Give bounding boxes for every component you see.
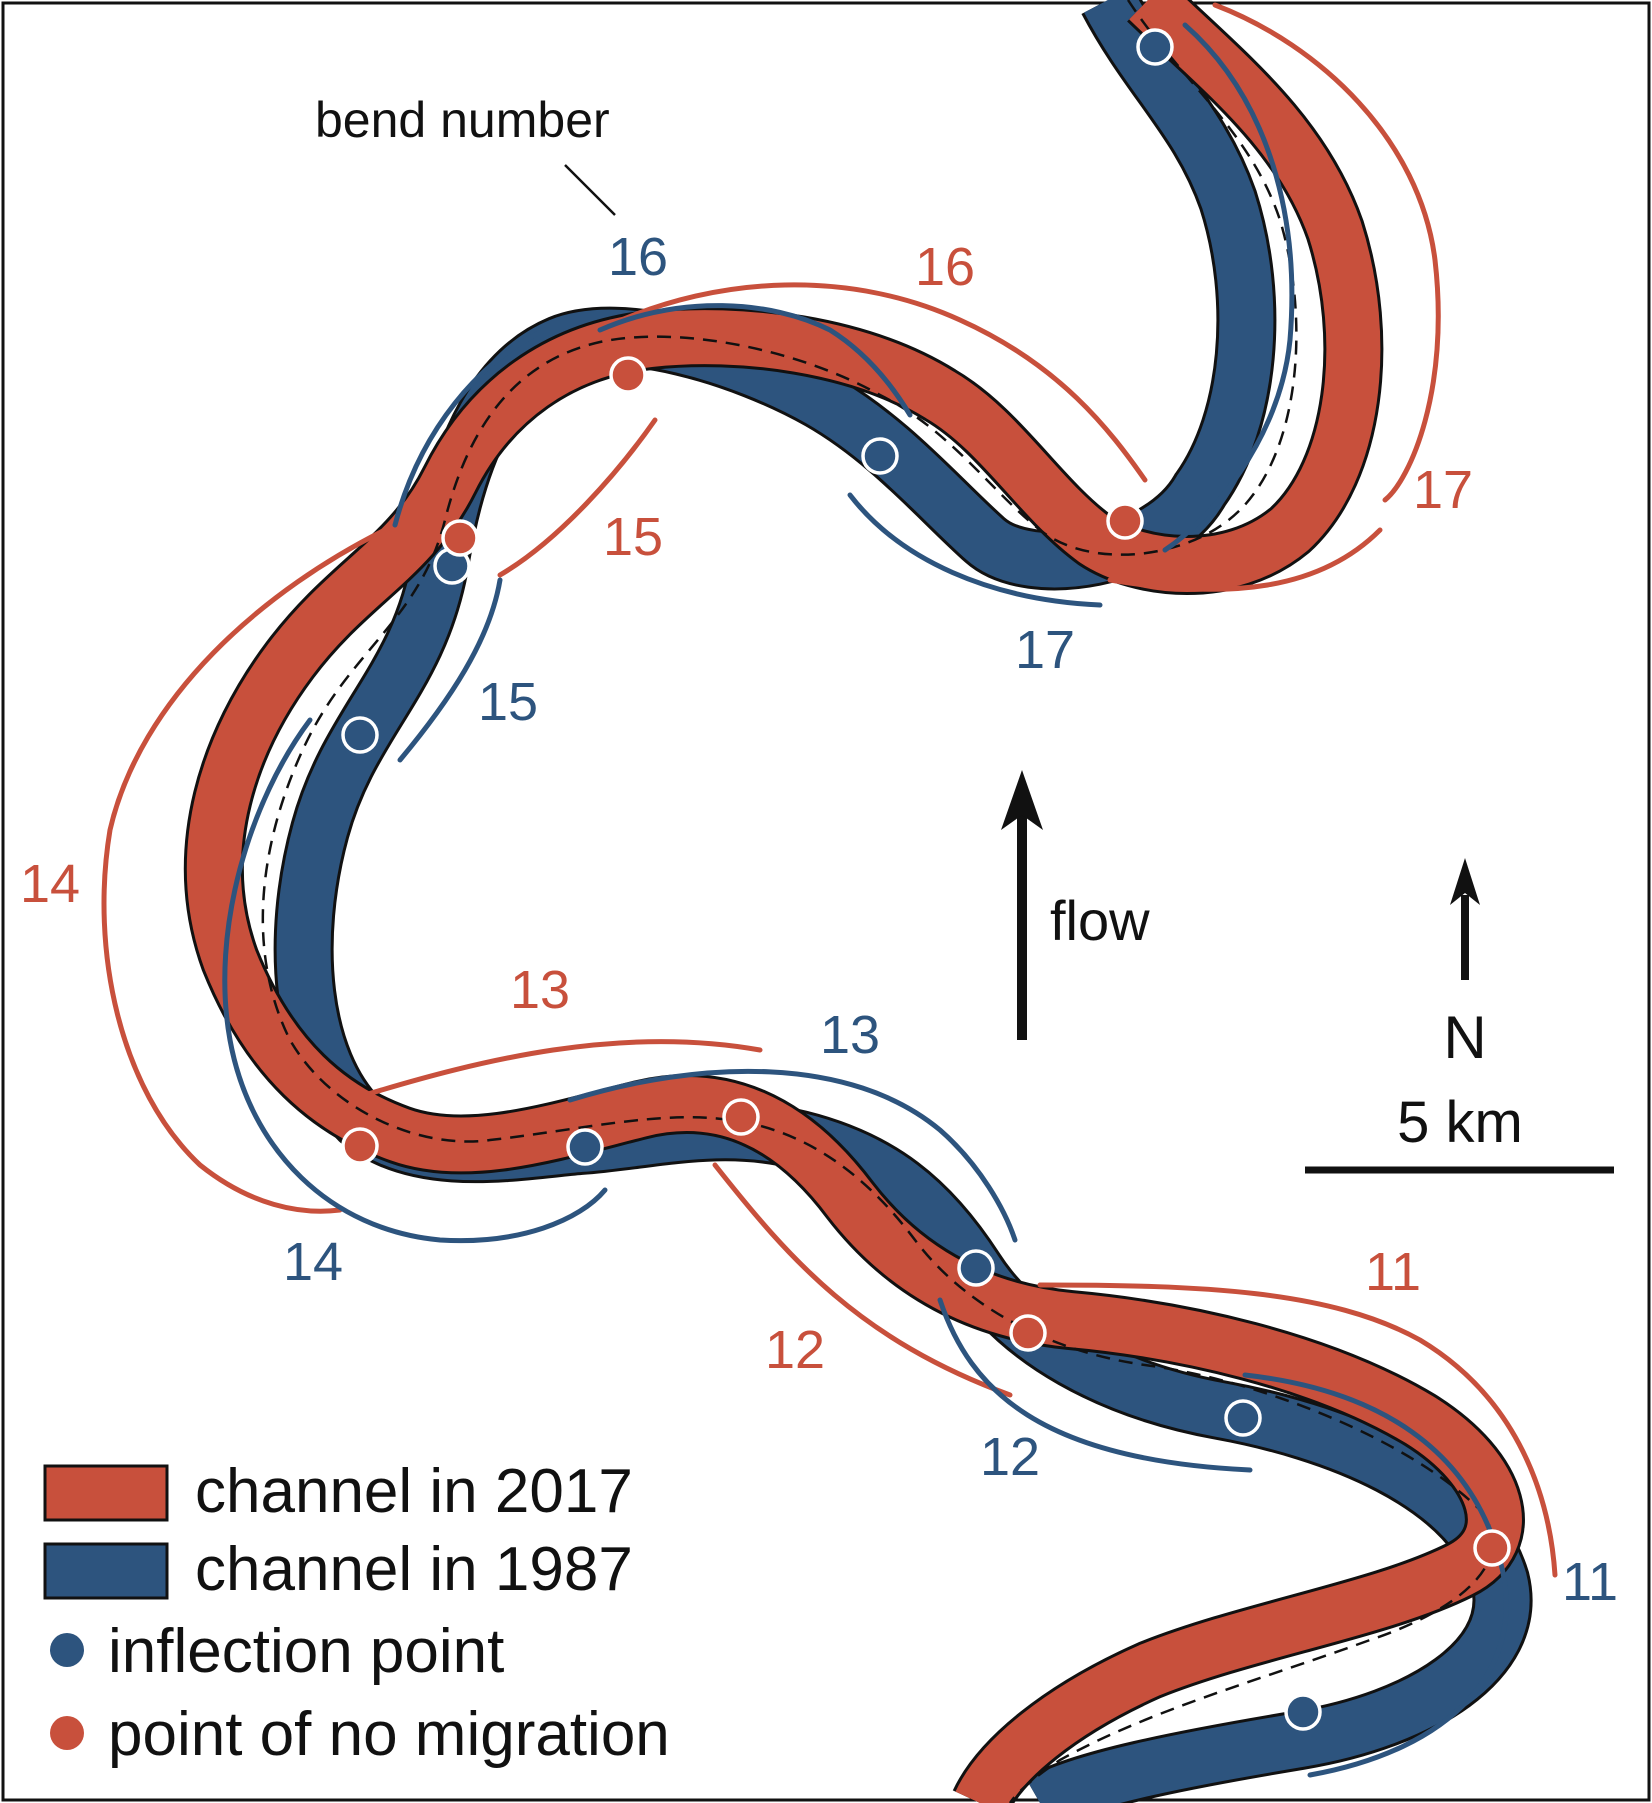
bend-label-1987: 14: [283, 1232, 343, 1292]
bend-arc-2017: [1212, 2, 1441, 503]
legend-swatch-1987: [43, 1542, 169, 1600]
bend-arc-1987: [597, 303, 913, 418]
legend: channel in 2017 channel in 1987 inflecti…: [43, 1457, 670, 1769]
no-migration-point: [1106, 502, 1144, 540]
bend-arc-1987: [392, 327, 548, 528]
no-migration-point: [441, 519, 479, 557]
bend-arc-2017: [101, 522, 398, 1214]
no-migration-point: [1009, 1314, 1047, 1352]
legend-label-inflection: inflection point: [108, 1617, 504, 1686]
bend-label-1987: 16: [608, 227, 668, 287]
bend-label-1987: 13: [820, 1005, 880, 1065]
bend-label-2017: 15: [603, 507, 663, 567]
bend-arc-2017: [362, 1039, 763, 1098]
bend-label-2017: 14: [20, 854, 80, 914]
inflection-point: [1224, 1399, 1262, 1437]
bend-label-2017: 12: [765, 1320, 825, 1380]
north-label: N: [1443, 1004, 1486, 1071]
flow-arrow-head-icon: [1001, 770, 1043, 830]
legend-inflection-point-icon: [50, 1633, 84, 1667]
no-migration-point: [722, 1098, 760, 1136]
bend-arcs-1987: [222, 22, 1509, 1778]
bend-arc-1987: [567, 1068, 1018, 1243]
bend-arc-2017: [1037, 1282, 1558, 1578]
bend-arc-1987: [397, 577, 503, 763]
bend-label-1987: 17: [1015, 620, 1075, 680]
inflection-point: [957, 1249, 995, 1287]
no-migration-point: [609, 356, 647, 394]
bend-label-2017: 13: [510, 960, 570, 1020]
north-arrow-head-icon: [1450, 858, 1480, 905]
flow-arrow: [1001, 770, 1043, 1040]
bend-number-leader: [564, 164, 616, 216]
bend-number-callout: bend number: [315, 92, 610, 148]
inflection-point: [861, 437, 899, 475]
bend-arcs-2017: [101, 2, 1558, 1578]
legend-label-2017: channel in 2017: [195, 1457, 633, 1526]
inflection-point: [566, 1128, 604, 1166]
legend-no-migration-point-icon: [50, 1716, 84, 1750]
north-arrow: [1450, 858, 1480, 980]
bend-arc-2017: [607, 282, 1148, 483]
no-migration-point: [341, 1127, 379, 1165]
bend-labels-2017: 16 15 17 14 13 11 12: [20, 237, 1473, 1380]
no-migration-points: [341, 356, 1511, 1567]
bend-label-1987: 11: [1562, 1552, 1618, 1612]
bend-arc-1987: [937, 1297, 1253, 1473]
bend-arc-2017: [1107, 527, 1383, 592]
bend-label-1987: 12: [980, 1427, 1040, 1487]
inflection-point: [1284, 1693, 1322, 1731]
bend-labels-1987: 16 17 15 13 14 12 11: [283, 227, 1618, 1612]
legend-swatch-2017: [43, 1464, 169, 1522]
bend-label-1987: 15: [478, 672, 538, 732]
legend-label-1987: channel in 1987: [195, 1535, 633, 1604]
inflection-point: [1136, 28, 1174, 66]
bend-arc-2017: [712, 1162, 1013, 1398]
bend-label-2017: 17: [1413, 460, 1473, 520]
legend-label-no-migration: point of no migration: [108, 1700, 670, 1769]
bend-arc-1987: [847, 492, 1103, 608]
bend-label-2017: 16: [915, 237, 975, 297]
bend-arc-1987: [222, 717, 608, 1244]
inflection-point: [341, 716, 379, 754]
no-migration-point: [1473, 1529, 1511, 1567]
bend-arc-1987: [1162, 22, 1295, 553]
bend-label-2017: 11: [1365, 1242, 1421, 1302]
flow-label: flow: [1050, 889, 1150, 952]
scale-label: 5 km: [1397, 1090, 1523, 1155]
inflection-points: [341, 28, 1322, 1731]
bend-arc-2017: [497, 417, 658, 578]
